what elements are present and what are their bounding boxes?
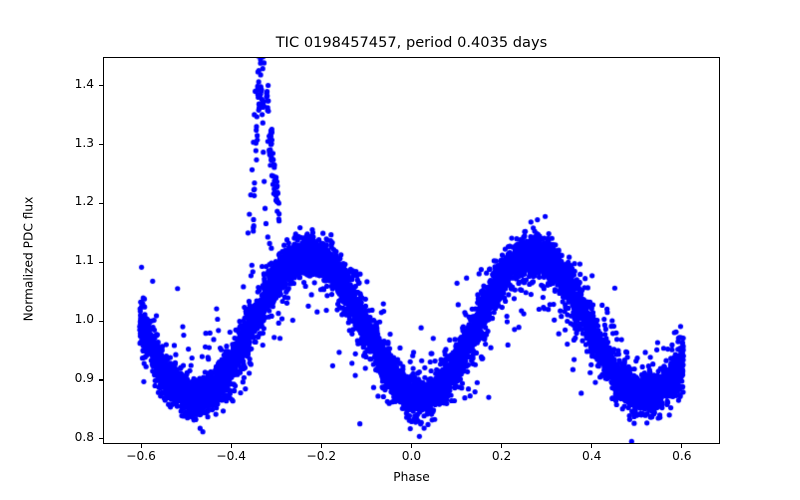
x-tick-label: 0.6 bbox=[672, 449, 692, 463]
y-tick-label: 1.2 bbox=[74, 194, 94, 209]
y-tick-label: 1.3 bbox=[74, 135, 94, 150]
x-tick-label: −0.4 bbox=[216, 449, 247, 463]
x-tick-mark bbox=[320, 444, 322, 448]
y-axis-label: Normalized PDC flux bbox=[21, 196, 36, 322]
x-tick-label: 0.4 bbox=[582, 449, 602, 463]
y-tick-mark bbox=[99, 144, 103, 146]
x-tick-label: −0.2 bbox=[306, 449, 337, 463]
x-tick-mark bbox=[140, 444, 142, 448]
y-tick-mark bbox=[99, 438, 103, 440]
x-tick-label: 0.0 bbox=[401, 449, 422, 463]
y-tick-mark bbox=[99, 202, 103, 204]
y-tick-mark bbox=[99, 379, 103, 381]
y-tick-label: 1.4 bbox=[74, 76, 94, 91]
x-tick-mark bbox=[591, 444, 593, 448]
x-tick-mark bbox=[410, 444, 413, 448]
chart-title: TIC 0198457457, period 0.4035 days bbox=[275, 34, 548, 51]
y-tick-mark bbox=[99, 261, 103, 263]
y-tick-label: 0.8 bbox=[74, 429, 94, 444]
x-tick-mark bbox=[230, 444, 232, 448]
plot-axes-area bbox=[103, 57, 720, 444]
x-tick-mark bbox=[501, 444, 503, 448]
x-axis-label: Phase bbox=[393, 470, 430, 484]
scatter-plot-canvas bbox=[104, 58, 719, 443]
y-tick-label: 1.0 bbox=[74, 312, 94, 327]
y-tick-label: 1.1 bbox=[74, 253, 94, 268]
y-tick-mark bbox=[99, 85, 103, 87]
y-tick-label: 0.9 bbox=[74, 370, 94, 385]
x-tick-mark bbox=[681, 444, 683, 448]
y-tick-mark bbox=[99, 320, 103, 322]
x-tick-label: 0.2 bbox=[491, 449, 512, 463]
x-tick-label: −0.6 bbox=[126, 449, 156, 463]
